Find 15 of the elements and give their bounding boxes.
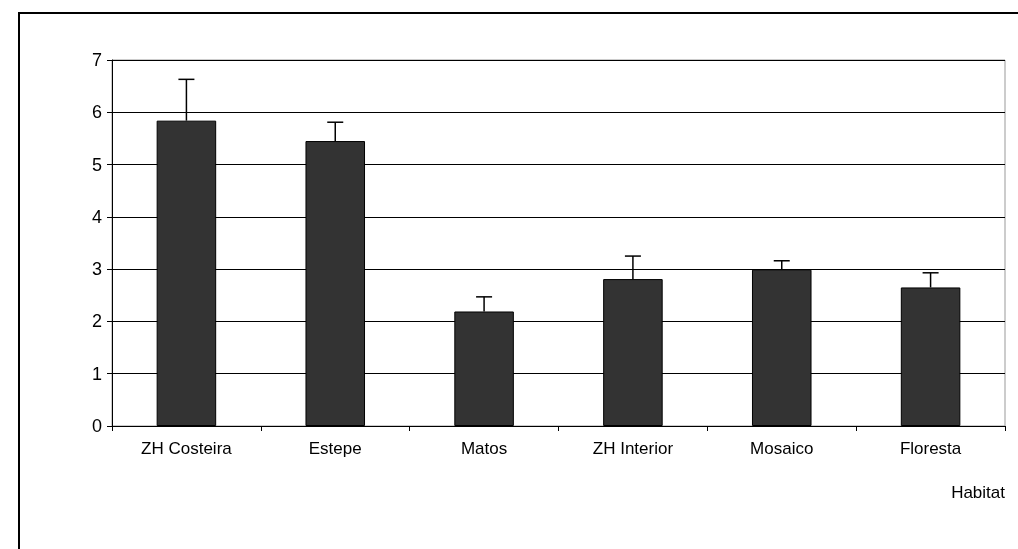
x-tick-label: ZH Costeira [141,439,233,458]
y-tick-label: 0 [91,416,102,436]
x-tick-label: Mosaico [750,439,814,458]
x-tick-label: Floresta [899,439,962,458]
y-tick-label: 6 [91,102,102,123]
y-tick-label: 7 [91,50,102,70]
x-axis-title: Habitat [951,483,1006,502]
x-tick-label: ZH Interior [592,439,674,458]
x-tick-label: Matos [460,439,508,458]
y-tick-label: 3 [91,259,102,280]
y-tick-label: 5 [91,154,102,175]
y-tick-label: 1 [91,363,102,384]
y-tick-label: 4 [91,206,102,227]
y-tick-label: 2 [91,311,102,332]
x-tick-label: Estepe [308,439,362,458]
